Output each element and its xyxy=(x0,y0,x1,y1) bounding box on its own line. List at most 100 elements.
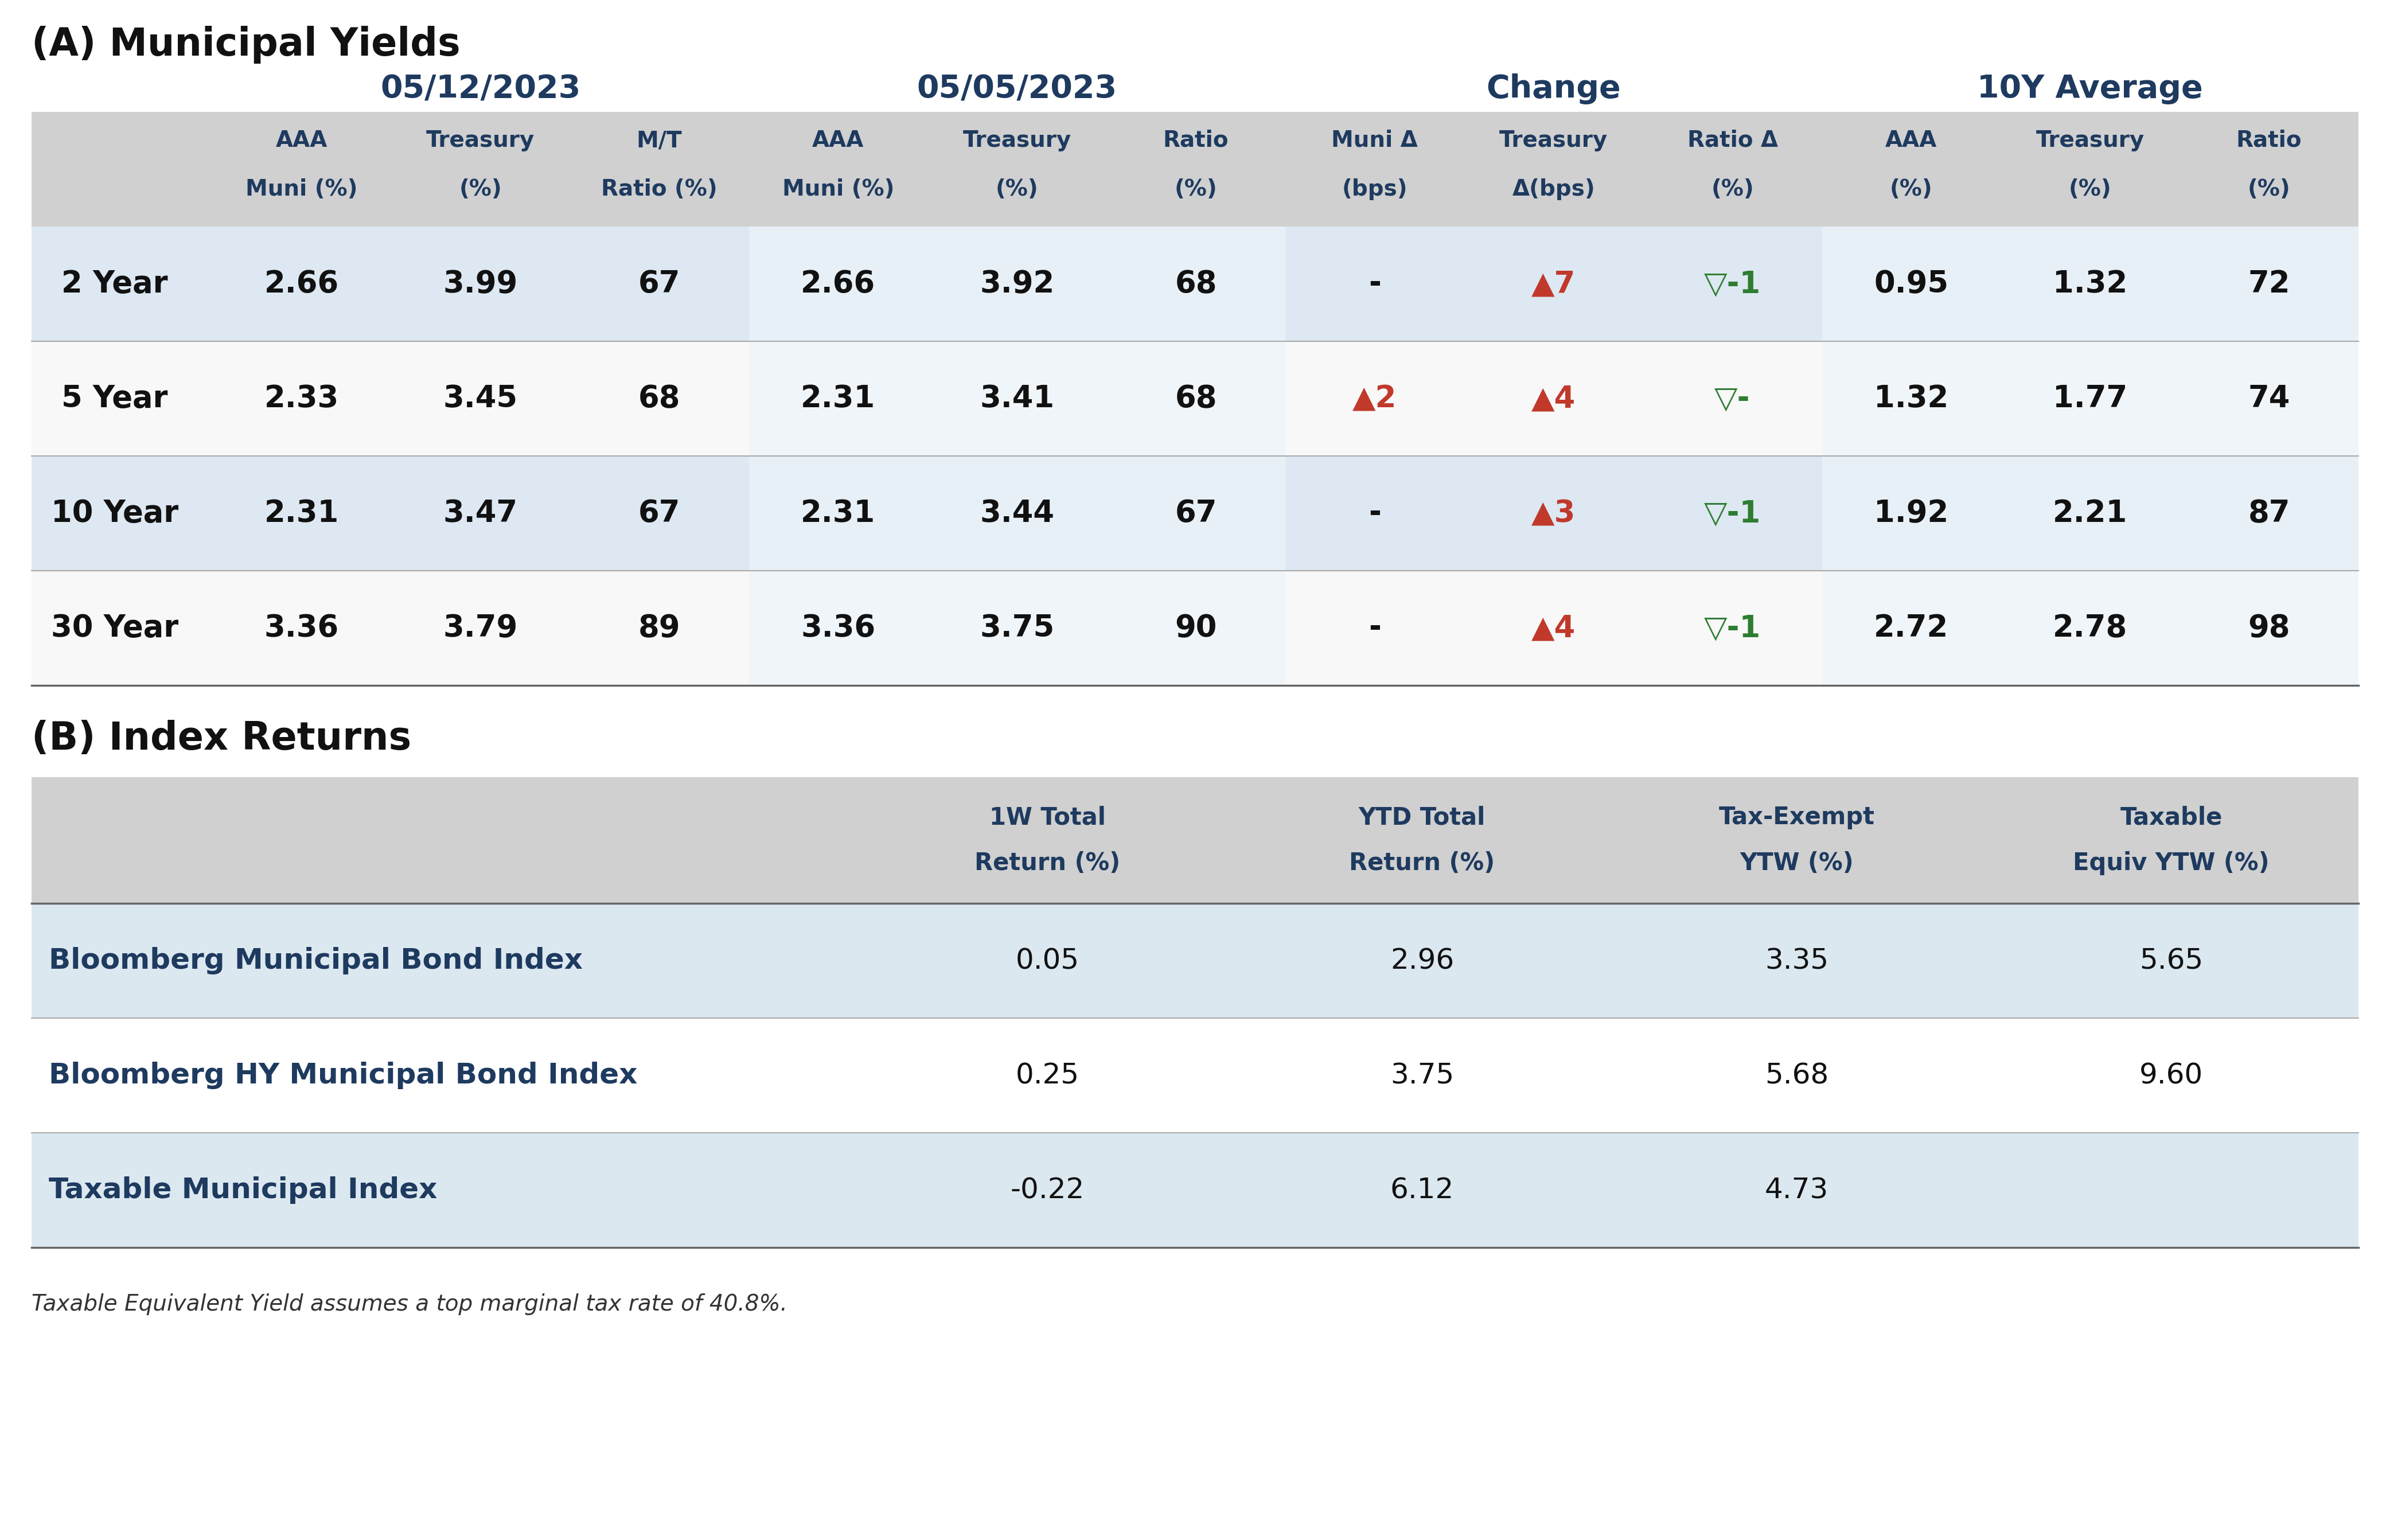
Text: 89: 89 xyxy=(638,613,681,644)
Text: 2.96: 2.96 xyxy=(1391,947,1453,975)
Text: Treasury: Treasury xyxy=(2036,129,2144,151)
Bar xyxy=(1821,571,2359,685)
Text: 3.45: 3.45 xyxy=(442,383,519,414)
Text: 6.12: 6.12 xyxy=(1391,1177,1453,1204)
Text: Ratio: Ratio xyxy=(2237,129,2302,151)
Text: 1.32: 1.32 xyxy=(2053,269,2127,299)
Text: ▲2: ▲2 xyxy=(1353,383,1396,414)
Text: Taxable Equivalent Yield assumes a top marginal tax rate of 40.8%.: Taxable Equivalent Yield assumes a top m… xyxy=(31,1294,786,1315)
Text: ▽-1: ▽-1 xyxy=(1704,613,1761,644)
Text: 3.35: 3.35 xyxy=(1764,947,1828,975)
Text: 98: 98 xyxy=(2249,613,2290,644)
Text: (B) Index Returns: (B) Index Returns xyxy=(31,719,411,758)
Text: 2.31: 2.31 xyxy=(801,383,875,414)
Text: Ratio Δ: Ratio Δ xyxy=(1687,129,1778,151)
Bar xyxy=(1821,456,2359,571)
Text: Bloomberg HY Municipal Bond Index: Bloomberg HY Municipal Bond Index xyxy=(48,1061,638,1089)
Text: -0.22: -0.22 xyxy=(1011,1177,1085,1204)
Text: ▽-: ▽- xyxy=(1714,383,1749,414)
Bar xyxy=(31,112,2359,226)
Text: -: - xyxy=(1369,269,1381,299)
Text: 2.78: 2.78 xyxy=(2053,613,2127,644)
Text: 1.92: 1.92 xyxy=(1874,499,1948,528)
Text: 5.65: 5.65 xyxy=(2139,947,2204,975)
Text: 3.36: 3.36 xyxy=(801,613,875,644)
Text: 1.77: 1.77 xyxy=(2053,383,2127,414)
Text: 90: 90 xyxy=(1176,613,1217,644)
Text: Muni Δ: Muni Δ xyxy=(1331,129,1417,151)
Text: Change: Change xyxy=(1487,74,1620,105)
Text: Return (%): Return (%) xyxy=(1350,852,1496,875)
Text: 2.66: 2.66 xyxy=(801,269,875,299)
Text: ▲4: ▲4 xyxy=(1532,383,1575,414)
Bar xyxy=(31,778,2359,904)
Text: Equiv YTW (%): Equiv YTW (%) xyxy=(2072,852,2270,875)
Bar xyxy=(31,571,748,685)
Text: (bps): (bps) xyxy=(1341,179,1408,200)
Text: ▲4: ▲4 xyxy=(1532,613,1575,644)
Text: 05/12/2023: 05/12/2023 xyxy=(380,74,581,105)
Text: 9.60: 9.60 xyxy=(2139,1061,2204,1089)
Text: ▲7: ▲7 xyxy=(1532,269,1575,299)
Text: 74: 74 xyxy=(2249,383,2290,414)
Text: AAA: AAA xyxy=(275,129,327,151)
Text: Treasury: Treasury xyxy=(963,129,1071,151)
Text: 68: 68 xyxy=(638,383,681,414)
Text: Taxable Municipal Index: Taxable Municipal Index xyxy=(48,1177,437,1204)
Text: 72: 72 xyxy=(2249,269,2290,299)
Bar xyxy=(748,226,1286,342)
Text: (%): (%) xyxy=(2247,179,2290,200)
Bar xyxy=(748,456,1286,571)
Text: 67: 67 xyxy=(638,269,681,299)
Text: AAA: AAA xyxy=(813,129,865,151)
Text: 2.31: 2.31 xyxy=(265,499,339,528)
Text: YTW (%): YTW (%) xyxy=(1740,852,1855,875)
Text: M/T: M/T xyxy=(636,129,681,151)
Text: 3.92: 3.92 xyxy=(980,269,1054,299)
Text: Muni (%): Muni (%) xyxy=(782,179,894,200)
Text: (%): (%) xyxy=(1890,179,1934,200)
Text: (%): (%) xyxy=(2070,179,2113,200)
Text: 68: 68 xyxy=(1176,383,1217,414)
Text: 2.66: 2.66 xyxy=(265,269,339,299)
Bar xyxy=(31,226,748,342)
Text: Δ(bps): Δ(bps) xyxy=(1513,179,1594,200)
Text: 30 Year: 30 Year xyxy=(50,613,179,644)
Text: 67: 67 xyxy=(1176,499,1217,528)
Text: 0.05: 0.05 xyxy=(1016,947,1080,975)
Text: 68: 68 xyxy=(1176,269,1217,299)
Bar xyxy=(1821,226,2359,342)
Text: Muni (%): Muni (%) xyxy=(246,179,358,200)
Bar xyxy=(1286,571,1821,685)
Text: 0.25: 0.25 xyxy=(1016,1061,1080,1089)
Text: 2 Year: 2 Year xyxy=(62,269,167,299)
Text: 87: 87 xyxy=(2249,499,2290,528)
Text: 5.68: 5.68 xyxy=(1764,1061,1828,1089)
Bar xyxy=(1821,342,2359,456)
Text: (%): (%) xyxy=(1711,179,1754,200)
Text: (%): (%) xyxy=(459,179,502,200)
Text: 3.44: 3.44 xyxy=(980,499,1054,528)
Text: Return (%): Return (%) xyxy=(975,852,1121,875)
Bar xyxy=(31,342,748,456)
Text: (A) Municipal Yields: (A) Municipal Yields xyxy=(31,26,461,63)
Text: Treasury: Treasury xyxy=(425,129,535,151)
Text: 10 Year: 10 Year xyxy=(50,499,179,528)
Text: Treasury: Treasury xyxy=(1499,129,1608,151)
Text: 2.33: 2.33 xyxy=(265,383,339,414)
Text: ▽-1: ▽-1 xyxy=(1704,269,1761,299)
Text: 3.75: 3.75 xyxy=(1391,1061,1453,1089)
Text: (%): (%) xyxy=(997,179,1040,200)
Text: 2.21: 2.21 xyxy=(2053,499,2127,528)
Text: 4.73: 4.73 xyxy=(1764,1177,1828,1204)
Text: 3.41: 3.41 xyxy=(980,383,1054,414)
Text: 3.99: 3.99 xyxy=(442,269,519,299)
Text: 3.36: 3.36 xyxy=(265,613,339,644)
Text: Tax-Exempt: Tax-Exempt xyxy=(1718,805,1874,830)
Text: YTD Total: YTD Total xyxy=(1358,805,1487,830)
Text: ▽-1: ▽-1 xyxy=(1704,499,1761,528)
Text: 67: 67 xyxy=(638,499,681,528)
Bar xyxy=(1286,226,1821,342)
Text: -: - xyxy=(1369,499,1381,528)
Text: Ratio: Ratio xyxy=(1164,129,1228,151)
